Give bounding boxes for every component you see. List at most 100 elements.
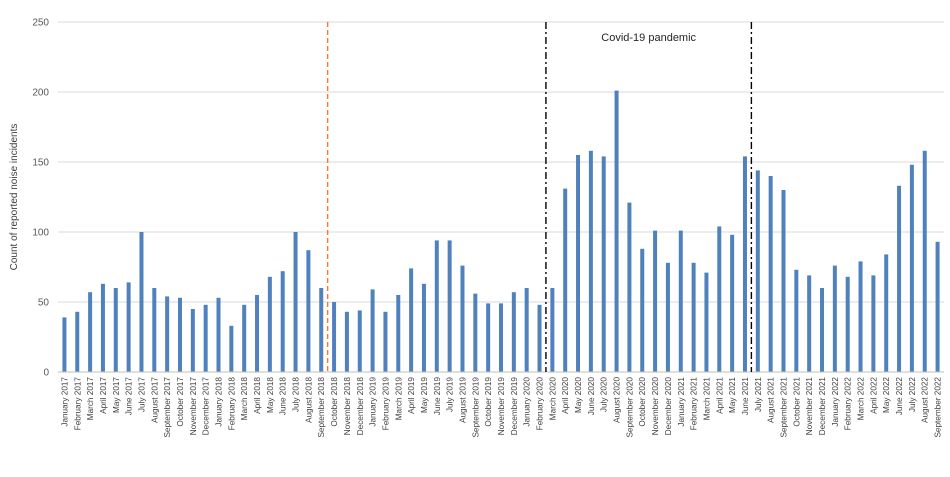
bar bbox=[434, 240, 439, 372]
bar bbox=[370, 289, 375, 372]
bar bbox=[242, 304, 247, 372]
bar bbox=[665, 262, 670, 372]
marker-lines bbox=[326, 22, 753, 372]
x-tick-label: August 2021 bbox=[767, 377, 776, 423]
y-tick-label: 100 bbox=[32, 228, 49, 239]
x-tick-label: June 2020 bbox=[587, 377, 596, 416]
x-tick-label: November 2017 bbox=[189, 377, 198, 436]
bar bbox=[922, 150, 927, 372]
gridlines bbox=[58, 21, 944, 303]
x-tick-label: November 2019 bbox=[497, 377, 506, 436]
bar bbox=[113, 288, 118, 372]
x-tick-label: May 2020 bbox=[574, 377, 583, 413]
bar bbox=[871, 275, 876, 372]
x-tick-label: May 2018 bbox=[266, 377, 275, 413]
x-tick-label: November 2021 bbox=[805, 377, 814, 436]
x-tick-label: July 2017 bbox=[137, 377, 146, 412]
bar bbox=[255, 295, 260, 372]
x-tick-label: February 2021 bbox=[690, 377, 699, 431]
bar bbox=[576, 155, 581, 372]
annotation-label: Covid-19 pandemic bbox=[601, 32, 696, 44]
bar bbox=[152, 288, 157, 372]
bar bbox=[704, 272, 709, 372]
bar bbox=[229, 325, 234, 372]
bar bbox=[678, 230, 683, 372]
x-tick-label: February 2020 bbox=[536, 377, 545, 431]
bar bbox=[524, 288, 529, 372]
bar bbox=[794, 269, 799, 372]
bar bbox=[460, 265, 465, 372]
y-tick-label: 50 bbox=[38, 298, 50, 309]
x-tick-label: February 2022 bbox=[844, 377, 853, 431]
x-tick-label: December 2019 bbox=[510, 377, 519, 436]
x-tick-label: January 2021 bbox=[677, 377, 686, 427]
bar bbox=[640, 248, 645, 372]
x-tick-label: September 2017 bbox=[163, 377, 172, 438]
bars bbox=[62, 90, 940, 372]
bar bbox=[781, 190, 786, 372]
bar bbox=[550, 288, 555, 372]
x-tick-label: September 2022 bbox=[934, 377, 943, 438]
x-tick-label: February 2017 bbox=[73, 377, 82, 431]
bar bbox=[742, 156, 747, 372]
x-tick-label: January 2022 bbox=[831, 377, 840, 427]
x-axis-ticks: January 2017 February 2017 March 2017 April… bbox=[60, 377, 942, 438]
bar bbox=[755, 170, 760, 372]
bar bbox=[601, 156, 606, 372]
bar bbox=[935, 241, 940, 372]
x-tick-label: June 2021 bbox=[741, 377, 750, 416]
x-tick-label: October 2019 bbox=[484, 377, 493, 427]
bar bbox=[537, 304, 542, 372]
bar bbox=[306, 250, 311, 372]
x-tick-label: August 2022 bbox=[921, 377, 930, 423]
bar bbox=[421, 283, 426, 372]
x-tick-label: April 2019 bbox=[407, 377, 416, 414]
bar bbox=[139, 232, 144, 372]
bar bbox=[88, 292, 93, 372]
x-tick-label: May 2017 bbox=[112, 377, 121, 413]
x-tick-label: June 2019 bbox=[433, 377, 442, 416]
x-tick-label: May 2022 bbox=[882, 377, 891, 413]
x-tick-label: January 2019 bbox=[369, 377, 378, 427]
y-tick-label: 0 bbox=[43, 368, 49, 379]
bar bbox=[845, 276, 850, 372]
bar bbox=[293, 232, 298, 372]
bar bbox=[409, 268, 414, 372]
x-tick-label: October 2020 bbox=[638, 377, 647, 427]
x-tick-label: September 2018 bbox=[317, 377, 326, 438]
x-tick-label: July 2021 bbox=[754, 377, 763, 412]
x-tick-label: October 2017 bbox=[176, 377, 185, 427]
bar bbox=[165, 296, 170, 372]
bar bbox=[190, 309, 195, 372]
bar bbox=[832, 265, 837, 372]
bar bbox=[511, 292, 516, 372]
x-tick-label: June 2022 bbox=[895, 377, 904, 416]
x-tick-label: September 2020 bbox=[625, 377, 634, 438]
x-tick-label: January 2020 bbox=[523, 377, 532, 427]
y-tick-label: 150 bbox=[32, 158, 49, 169]
bar bbox=[627, 202, 632, 372]
x-tick-label: February 2019 bbox=[381, 377, 390, 431]
bar bbox=[807, 275, 812, 372]
x-tick-label: December 2018 bbox=[356, 377, 365, 436]
y-axis-label: Count of reported noise incidents bbox=[9, 124, 20, 271]
x-tick-label: April 2021 bbox=[715, 377, 724, 414]
x-tick-label: March 2019 bbox=[394, 377, 403, 421]
bar bbox=[177, 297, 182, 372]
x-tick-label: March 2020 bbox=[548, 377, 557, 421]
x-tick-label: July 2018 bbox=[292, 377, 301, 412]
bar bbox=[280, 271, 285, 372]
bar bbox=[588, 150, 593, 372]
bar bbox=[332, 302, 337, 372]
y-tick-label: 200 bbox=[32, 88, 49, 99]
x-tick-label: September 2021 bbox=[779, 377, 788, 438]
y-axis-ticks: 0 50 100 150 200 250 bbox=[32, 18, 49, 379]
bar bbox=[100, 283, 105, 372]
x-tick-label: April 2020 bbox=[561, 377, 570, 414]
x-tick-label: August 2018 bbox=[304, 377, 313, 423]
x-tick-label: February 2018 bbox=[227, 377, 236, 431]
x-tick-label: July 2019 bbox=[446, 377, 455, 412]
x-tick-label: September 2019 bbox=[471, 377, 480, 438]
